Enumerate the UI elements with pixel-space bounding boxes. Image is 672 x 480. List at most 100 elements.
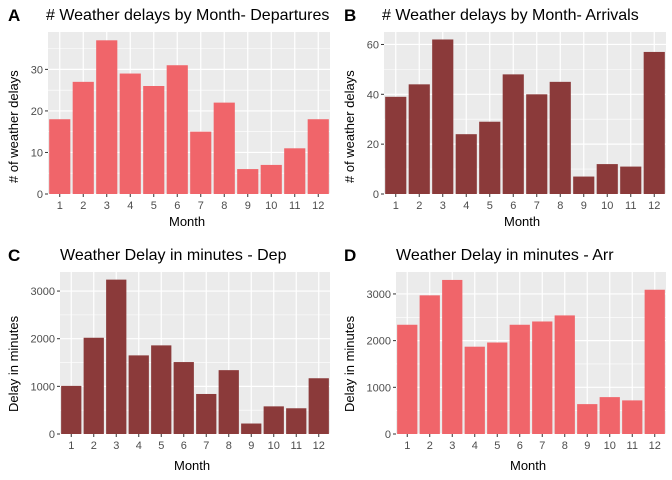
bar	[119, 73, 141, 194]
x-tick-label: 10	[601, 200, 613, 212]
chart-title: Weather Delay in minutes - Arr	[396, 247, 614, 264]
y-tick-label: 2000	[31, 334, 55, 346]
bar	[644, 289, 665, 434]
x-tick-label: 12	[648, 200, 660, 212]
bar	[106, 279, 127, 434]
bar	[573, 176, 595, 194]
bar	[622, 400, 643, 434]
y-tick-label: 0	[373, 189, 379, 201]
bar	[385, 96, 407, 194]
bar	[549, 81, 571, 194]
bar	[577, 404, 598, 434]
bar	[442, 279, 463, 434]
x-tick-label: 8	[221, 200, 227, 212]
bar	[263, 406, 284, 434]
y-tick-label: 1000	[367, 382, 391, 394]
x-axis-label: Month	[510, 458, 547, 473]
bar	[173, 362, 194, 434]
plot-background	[48, 32, 330, 194]
x-tick-label: 2	[91, 440, 97, 452]
x-tick-label: 6	[517, 440, 523, 452]
bar	[237, 169, 259, 194]
y-tick-label: 20	[367, 139, 379, 151]
x-tick-label: 5	[158, 440, 164, 452]
x-tick-label: 9	[248, 440, 254, 452]
bar	[307, 119, 329, 194]
x-tick-label: 4	[463, 200, 469, 212]
panel-tag: A	[8, 6, 21, 25]
bar	[502, 74, 524, 194]
x-tick-label: 9	[584, 440, 590, 452]
y-tick-label: 40	[367, 89, 379, 101]
bar	[49, 119, 71, 194]
x-tick-label: 6	[181, 440, 187, 452]
bar	[196, 393, 217, 434]
x-tick-label: 1	[57, 200, 63, 212]
x-tick-label: 10	[265, 200, 277, 212]
bar	[596, 164, 618, 194]
y-tick-label: 60	[367, 39, 379, 51]
y-tick-label: 1000	[31, 381, 55, 393]
x-axis-label: Month	[169, 214, 206, 229]
x-tick-label: 5	[494, 440, 500, 452]
bar	[532, 321, 553, 434]
plot-background	[396, 272, 666, 434]
chart-title: # Weather delays by Month- Arrivals	[382, 7, 639, 24]
plot-background	[384, 32, 666, 194]
x-tick-label: 2	[427, 440, 433, 452]
bar	[479, 121, 501, 194]
x-tick-label: 5	[151, 200, 157, 212]
x-tick-label: 1	[68, 440, 74, 452]
x-tick-label: 1	[393, 200, 399, 212]
bar	[599, 397, 620, 434]
y-tick-label: 2000	[367, 336, 391, 348]
x-tick-label: 12	[649, 440, 661, 452]
x-tick-label: 1	[404, 440, 410, 452]
plot-background	[60, 272, 330, 434]
x-tick-label: 7	[534, 200, 540, 212]
bar	[151, 345, 172, 434]
panel-tag: B	[344, 6, 357, 25]
bar	[308, 378, 329, 434]
x-tick-label: 3	[440, 200, 446, 212]
bar	[509, 324, 530, 434]
chart-title: # Weather delays by Month- Departures	[46, 7, 330, 24]
x-tick-label: 12	[313, 440, 325, 452]
bar	[72, 81, 94, 194]
bar	[83, 337, 104, 434]
bar	[213, 102, 235, 194]
bar	[397, 324, 418, 434]
x-tick-label: 11	[289, 200, 300, 212]
panel-b: B # Weather delays by Month- Arrivals # …	[336, 0, 672, 240]
bar	[218, 370, 239, 434]
bar	[166, 65, 188, 194]
x-tick-label: 5	[487, 200, 493, 212]
bar	[455, 134, 477, 194]
x-tick-label: 4	[127, 200, 133, 212]
x-tick-label: 7	[539, 440, 545, 452]
chart-title: Weather Delay in minutes - Dep	[60, 247, 287, 264]
x-tick-label: 6	[174, 200, 180, 212]
x-tick-label: 9	[581, 200, 587, 212]
x-tick-label: 3	[449, 440, 455, 452]
x-tick-label: 4	[472, 440, 478, 452]
x-tick-label: 11	[291, 440, 302, 452]
bar	[643, 51, 665, 194]
y-tick-label: 30	[31, 64, 43, 76]
bar	[284, 148, 306, 194]
x-tick-label: 11	[625, 200, 636, 212]
x-tick-label: 9	[245, 200, 251, 212]
x-tick-label: 7	[203, 440, 209, 452]
x-axis-label: Month	[504, 214, 541, 229]
panel-tag: D	[344, 246, 357, 265]
x-tick-label: 8	[562, 440, 568, 452]
y-tick-label: 20	[31, 106, 43, 118]
bar	[419, 295, 440, 434]
x-tick-label: 11	[627, 440, 638, 452]
bar	[286, 408, 307, 434]
bar	[190, 131, 212, 194]
y-tick-label: 0	[49, 429, 55, 441]
